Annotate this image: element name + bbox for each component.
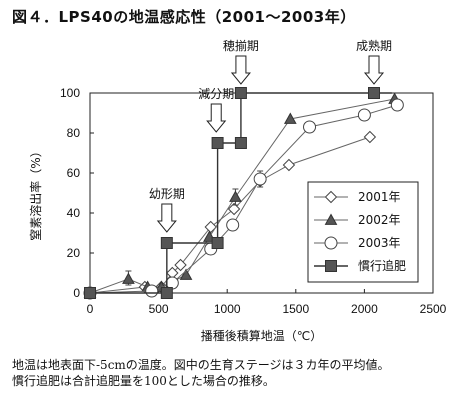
x-tick-label: 2500 [420,302,447,316]
legend-entry: 慣行追肥 [358,258,406,273]
figure-title: 図４．LPS40の地温感応性（2001～2003年） [12,8,356,26]
stage-label: 減分期 [198,86,234,101]
y-tick-label: 20 [67,246,81,260]
y-tick-label: 80 [67,126,81,140]
x-tick-label: 0 [87,302,94,316]
legend-marker [325,260,337,272]
data-point [160,287,173,299]
legend-marker [324,236,338,250]
data-point [234,87,247,99]
data-point [234,137,247,149]
series-2 [83,92,401,298]
data-point [368,87,381,99]
y-tick-label: 40 [67,206,81,220]
axis-ticks: 0 500 1000 1500 2000 2500 0 20 40 60 80 100 [60,86,447,316]
stage-arrow [206,103,227,133]
y-tick-label: 0 [73,286,80,300]
data-point [363,130,377,144]
stage-label: 穂揃期 [223,38,259,53]
stage-arrow [230,55,251,85]
data-point [283,112,297,124]
x-axis-label: 播種後積算地温（℃） [201,328,322,343]
legend-marker [324,213,338,225]
series-line [90,92,392,294]
data-point [174,258,187,272]
x-tick-label: 500 [149,302,169,316]
data-point [229,190,242,202]
data-point [253,172,267,186]
data-point [204,220,217,234]
data-point [84,287,96,299]
legend-entry: 2001年 [358,190,401,204]
stage-label: 幼形期 [149,187,185,201]
data-point [160,237,173,249]
series-4 [84,87,392,299]
data-point [303,120,317,134]
x-tick-label: 1000 [214,302,241,316]
y-tick-label: 60 [67,166,81,180]
data-point [226,218,240,232]
data-point [145,284,159,298]
x-tick-label: 1500 [282,302,309,316]
x-tick-label: 2000 [351,302,378,316]
series-layer [83,87,404,300]
data-point [282,158,296,172]
legend-entry: 2003年 [358,236,401,250]
caption-line-1: 地温は地表面下-5cmの温度。図中の生育ステージは３カ年の平均値。 [12,358,390,372]
chart-svg: 0 500 1000 1500 2000 2500 0 20 40 60 80 100 幼形期 減分期 穂… [28,38,447,343]
data-point [122,272,135,284]
legend-marker [324,190,338,204]
data-point [179,268,193,280]
data-point [211,237,224,249]
stage-label: 成熟期 [356,38,392,53]
caption-line-2: 慣行追肥は合計追肥量を100とした場合の推移。 [12,374,275,388]
stage-annotations: 幼形期 減分期 穂揃期 成熟期 [149,38,392,233]
data-point [227,202,241,216]
legend-entry: 2002年 [358,213,401,227]
stage-arrow [363,55,385,85]
figure-caption: 地温は地表面下-5cmの温度。図中の生育ステージは３カ年の平均値。 慣行追肥は合… [12,357,390,389]
stage-arrow [156,203,177,233]
y-tick-label: 100 [60,86,80,100]
data-point [357,108,371,122]
data-point [211,137,224,149]
y-axis-label: 窒素溶出率（%） [28,145,43,240]
data-point [390,98,404,112]
